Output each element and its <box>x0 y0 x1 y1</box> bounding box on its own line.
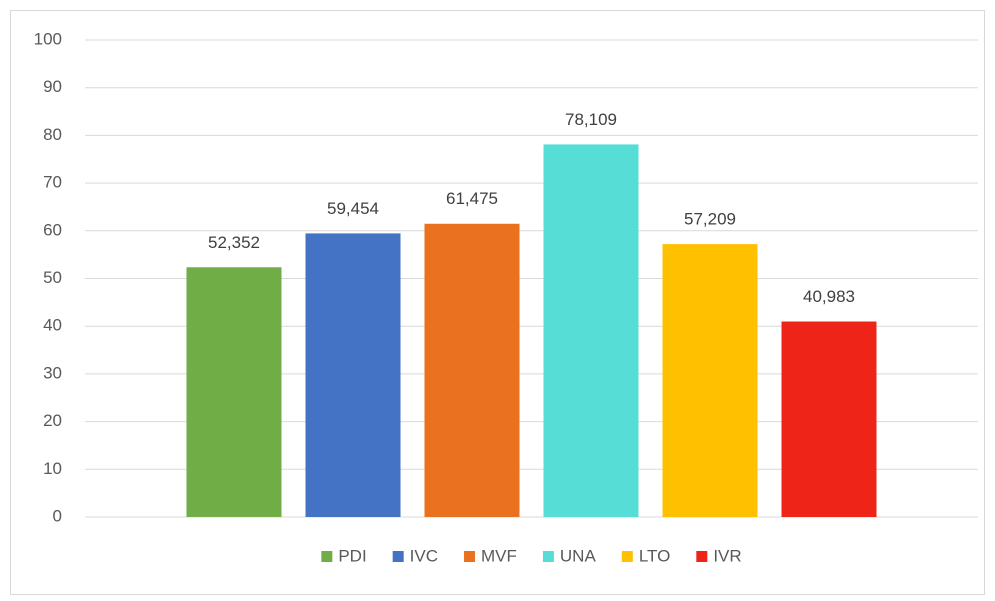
y-tick-label: 0 <box>53 506 62 525</box>
data-label: 61,475 <box>446 189 498 208</box>
data-label: 52,352 <box>208 233 260 252</box>
y-tick-label: 10 <box>43 459 62 478</box>
bar <box>424 223 520 517</box>
legend-label: PDI <box>338 546 366 565</box>
legend-label: IVC <box>410 546 438 565</box>
bar <box>781 321 877 517</box>
y-tick-label: 50 <box>43 268 62 287</box>
y-tick-label: 60 <box>43 220 62 239</box>
y-tick-label: 40 <box>43 316 62 335</box>
legend-swatch <box>392 551 404 562</box>
y-tick-label: 80 <box>43 125 62 144</box>
bar <box>305 233 401 517</box>
y-tick-label: 70 <box>43 173 62 192</box>
legend-label: UNA <box>560 546 597 565</box>
bar <box>543 144 639 517</box>
bar <box>186 267 282 517</box>
legend-label: MVF <box>481 546 517 565</box>
data-label: 40,983 <box>803 287 855 306</box>
bar <box>662 244 758 517</box>
data-label: 59,454 <box>327 199 379 218</box>
legend-swatch <box>321 551 333 562</box>
legend-swatch <box>464 551 476 562</box>
y-tick-label: 20 <box>43 411 62 430</box>
legend-swatch <box>542 551 554 562</box>
y-tick-label: 90 <box>43 77 62 96</box>
data-label: 57,209 <box>684 210 736 229</box>
y-tick-label: 30 <box>43 363 62 382</box>
legend-swatch <box>696 551 708 562</box>
data-label: 78,109 <box>565 110 617 129</box>
legend-swatch <box>621 551 633 562</box>
legend-label: LTO <box>639 546 671 565</box>
legend-label: IVR <box>713 546 741 565</box>
y-tick-label: 100 <box>34 29 62 48</box>
